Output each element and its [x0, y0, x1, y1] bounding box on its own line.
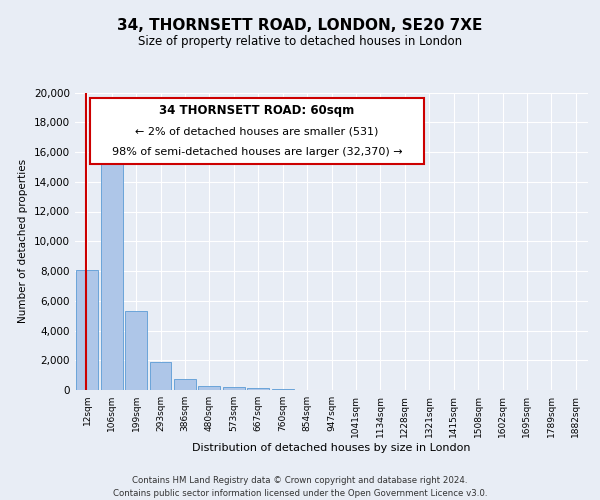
Bar [223, 387, 245, 390]
X-axis label: Distribution of detached houses by size in London: Distribution of detached houses by size … [192, 442, 471, 452]
Bar [125, 311, 147, 390]
Text: Contains HM Land Registry data © Crown copyright and database right 2024.: Contains HM Land Registry data © Crown c… [132, 476, 468, 485]
Y-axis label: Number of detached properties: Number of detached properties [19, 159, 28, 324]
Text: 34 THORNSETT ROAD: 60sqm: 34 THORNSETT ROAD: 60sqm [160, 104, 355, 117]
Text: 98% of semi-detached houses are larger (32,370) →: 98% of semi-detached houses are larger (… [112, 147, 403, 157]
Bar [174, 379, 196, 390]
Bar [76, 270, 98, 390]
Bar [247, 388, 269, 390]
FancyBboxPatch shape [91, 98, 424, 164]
Bar [101, 143, 122, 390]
Text: 34, THORNSETT ROAD, LONDON, SE20 7XE: 34, THORNSETT ROAD, LONDON, SE20 7XE [118, 18, 482, 32]
Text: Size of property relative to detached houses in London: Size of property relative to detached ho… [138, 35, 462, 48]
Text: Contains public sector information licensed under the Open Government Licence v3: Contains public sector information licen… [113, 489, 487, 498]
Bar [149, 362, 172, 390]
Bar [199, 386, 220, 390]
Text: ← 2% of detached houses are smaller (531): ← 2% of detached houses are smaller (531… [136, 126, 379, 136]
Bar [272, 388, 293, 390]
